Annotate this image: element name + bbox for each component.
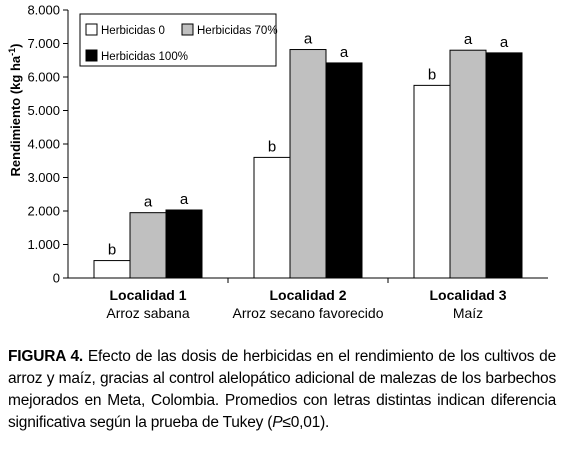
y-tick-label: 0 <box>53 271 60 286</box>
bar <box>449 49 487 279</box>
y-axis: 0 1.000 2.000 3.000 4.000 5.000 6.000 7.000 8.00… <box>27 3 69 286</box>
y-axis-label: Rendimiento (kg ha-1) <box>7 44 23 177</box>
bar <box>325 62 363 279</box>
bar <box>289 49 327 279</box>
bar-significance-label: b <box>108 242 116 259</box>
legend: Herbicidas 0 Herbicidas 70% Herbicidas 100… <box>79 13 278 67</box>
bar-significance-label: a <box>180 191 189 208</box>
category-sublabel: Arroz secano favorecido <box>233 305 384 321</box>
figure-label: FIGURA 4. <box>8 348 84 365</box>
legend-label: Herbicidas 0 <box>101 25 165 37</box>
bar-significance-label: a <box>304 31 313 48</box>
category-label: Localidad 3 <box>429 287 506 303</box>
legend-swatch <box>181 23 194 36</box>
bar <box>129 212 167 279</box>
category-sublabel: Maíz <box>453 305 483 321</box>
category-sublabel: Arroz sabana <box>106 305 189 321</box>
legend-label: Herbicidas 100% <box>101 51 188 63</box>
p-rest: ≤0,01). <box>282 414 330 431</box>
y-tick-label: 1.000 <box>27 237 60 252</box>
y-tick-label: 2.000 <box>27 204 60 219</box>
bar-significance-label: a <box>464 31 473 48</box>
bar <box>93 260 131 279</box>
bar-significance-label: a <box>144 194 153 211</box>
y-tick-label: 3.000 <box>27 170 60 185</box>
p-symbol: P <box>272 414 283 431</box>
legend-swatch <box>85 23 98 36</box>
figure-caption: FIGURA 4. Efecto de las dosis de herbici… <box>8 346 556 434</box>
bar-significance-label: a <box>500 34 509 51</box>
bar-significance-label: a <box>340 44 349 61</box>
category-label: Localidad 2 <box>269 287 346 303</box>
y-tick-label: 7.000 <box>27 36 60 51</box>
legend-box <box>79 13 277 67</box>
bar <box>413 84 451 279</box>
bar <box>253 156 291 279</box>
y-tick-label: 5.000 <box>27 103 60 118</box>
x-axis: Localidad 1 Arroz sabana Localidad 2 Arroz … <box>68 277 548 321</box>
y-tick-label: 8.000 <box>27 3 60 18</box>
y-tick-label: 4.000 <box>27 137 60 152</box>
category-label: Localidad 1 <box>109 287 186 303</box>
caption-text: Efecto de las dosis de herbicidas en el … <box>8 348 556 431</box>
y-tick-label: 6.000 <box>27 70 60 85</box>
legend-swatch <box>85 49 98 62</box>
bar <box>165 209 203 279</box>
bar <box>485 52 523 279</box>
bar-significance-label: b <box>268 138 276 155</box>
bars: b a a b a a b a a <box>93 31 523 279</box>
bar-chart: 0 1.000 2.000 3.000 4.000 5.000 6.000 7.000 8.00… <box>7 3 548 321</box>
legend-label: Herbicidas 70% <box>197 25 278 37</box>
bar-significance-label: b <box>428 66 436 83</box>
